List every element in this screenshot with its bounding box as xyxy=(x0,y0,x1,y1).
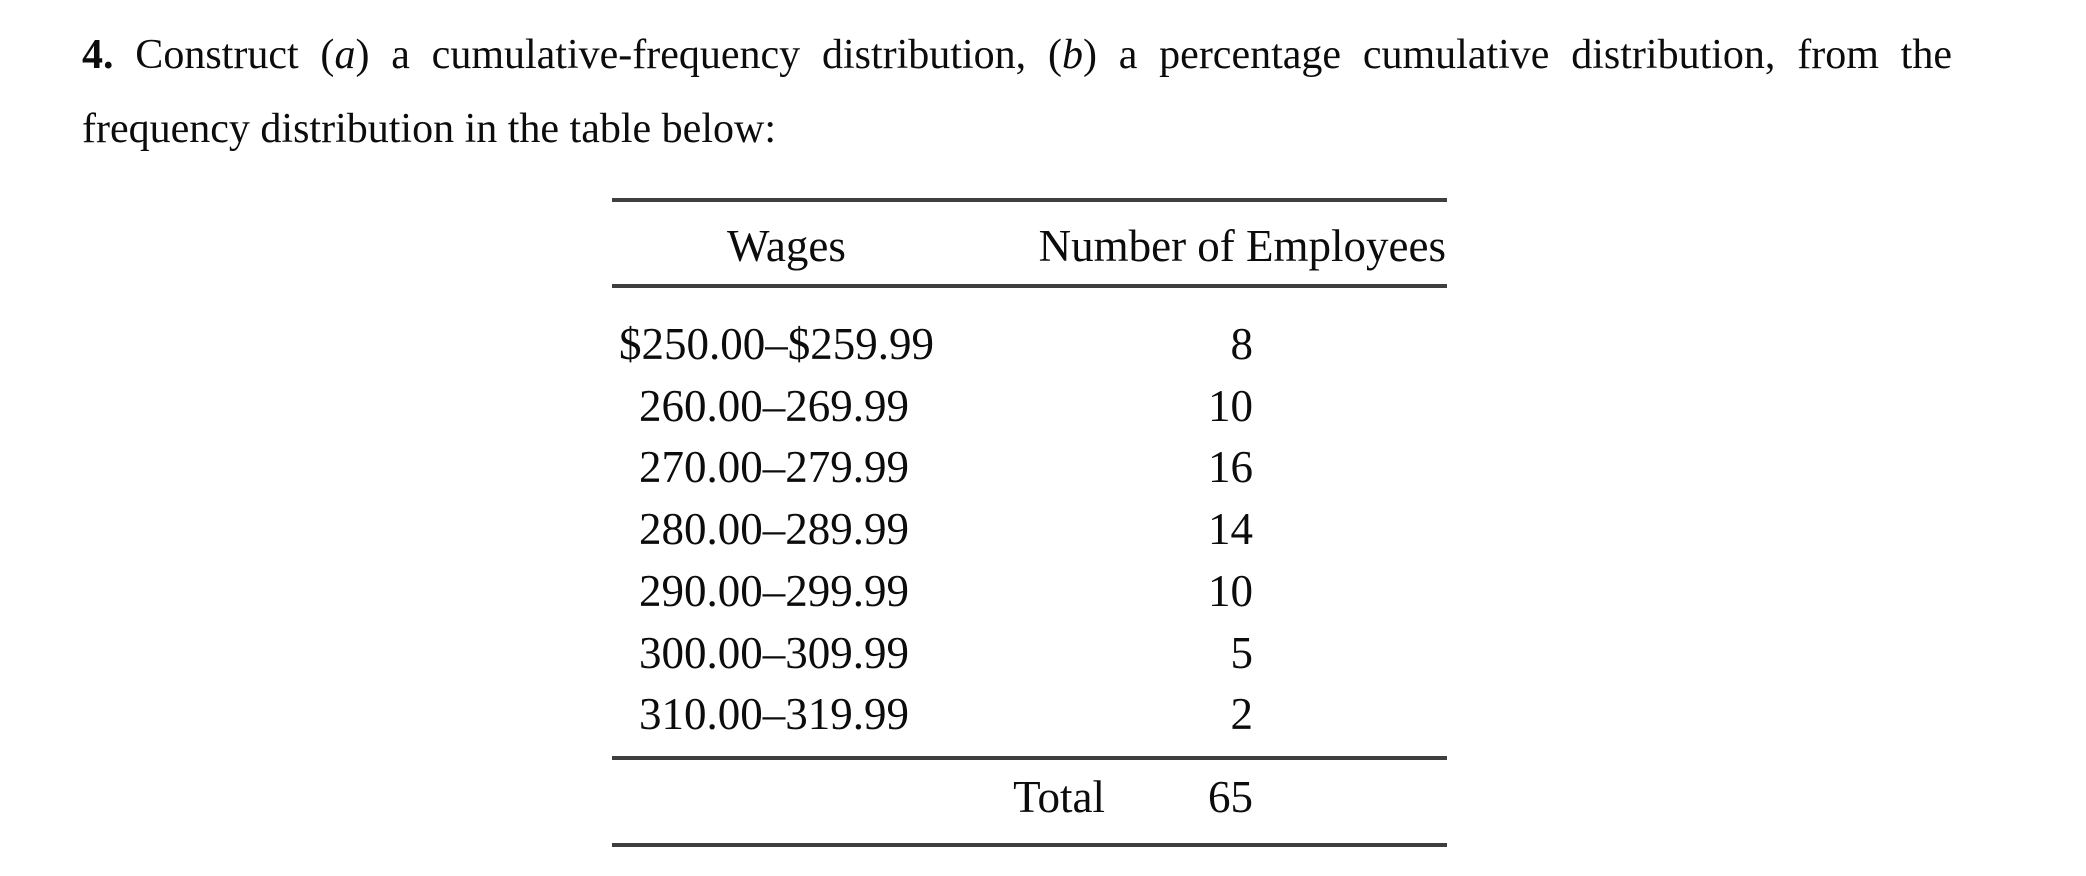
problem-line-1: 4. Construct (a) a cumulative-frequency … xyxy=(82,30,1952,80)
problem-number: 4. xyxy=(82,32,114,78)
table-rule-top xyxy=(612,198,1447,202)
problem-italic-b: b xyxy=(1061,32,1083,78)
table-row: 270.00–279.99 16 xyxy=(612,436,1447,498)
table-row: 280.00–289.99 14 xyxy=(612,498,1447,560)
problem-text-part3: ) a percentage cumulative distribution, … xyxy=(1082,32,1952,78)
problem-italic-a: a xyxy=(334,32,356,78)
problem-line-2: frequency distribution in the table belo… xyxy=(82,106,776,152)
employee-count: 10 xyxy=(1208,566,1253,616)
table-row: 310.00–319.99 2 xyxy=(612,683,1447,745)
total-label: Total xyxy=(1013,772,1105,822)
total-value: 65 xyxy=(1208,772,1253,822)
wage-range: 290.00–299.99 xyxy=(639,566,909,616)
employee-count: 10 xyxy=(1208,381,1253,431)
employee-count: 16 xyxy=(1208,442,1253,492)
wage-range: 280.00–289.99 xyxy=(639,504,909,554)
wage-range: 300.00–309.99 xyxy=(639,628,909,678)
column-header-wages: Wages xyxy=(727,221,846,271)
wage-range: 270.00–279.99 xyxy=(639,442,909,492)
table-rule-bottom xyxy=(612,843,1447,847)
employee-count: 14 xyxy=(1208,504,1253,554)
table-rule-above-total xyxy=(612,756,1447,760)
table-row: 260.00–269.99 10 xyxy=(612,375,1447,437)
frequency-table: Wages Number of Employees $250.00–$259.9… xyxy=(612,198,1447,848)
table-row: 290.00–299.99 10 xyxy=(612,560,1447,622)
table-row: $250.00–$259.99 8 xyxy=(612,313,1447,375)
table-rule-under-header xyxy=(612,284,1447,288)
wage-range: $250.00–$259.99 xyxy=(619,319,934,369)
problem-text-part2: ) a cumulative-frequency distribution, ( xyxy=(355,32,1062,78)
column-header-employees: Number of Employees xyxy=(1038,221,1446,271)
wage-range: 310.00–319.99 xyxy=(639,689,909,739)
problem-text-part1: Construct ( xyxy=(113,32,335,78)
employee-count: 2 xyxy=(1230,689,1254,739)
table-total-row: Total 65 xyxy=(612,766,1447,828)
employee-count: 8 xyxy=(1230,319,1254,369)
employee-count: 5 xyxy=(1230,628,1254,678)
wage-range: 260.00–269.99 xyxy=(639,381,909,431)
table-row: 300.00–309.99 5 xyxy=(612,622,1447,684)
